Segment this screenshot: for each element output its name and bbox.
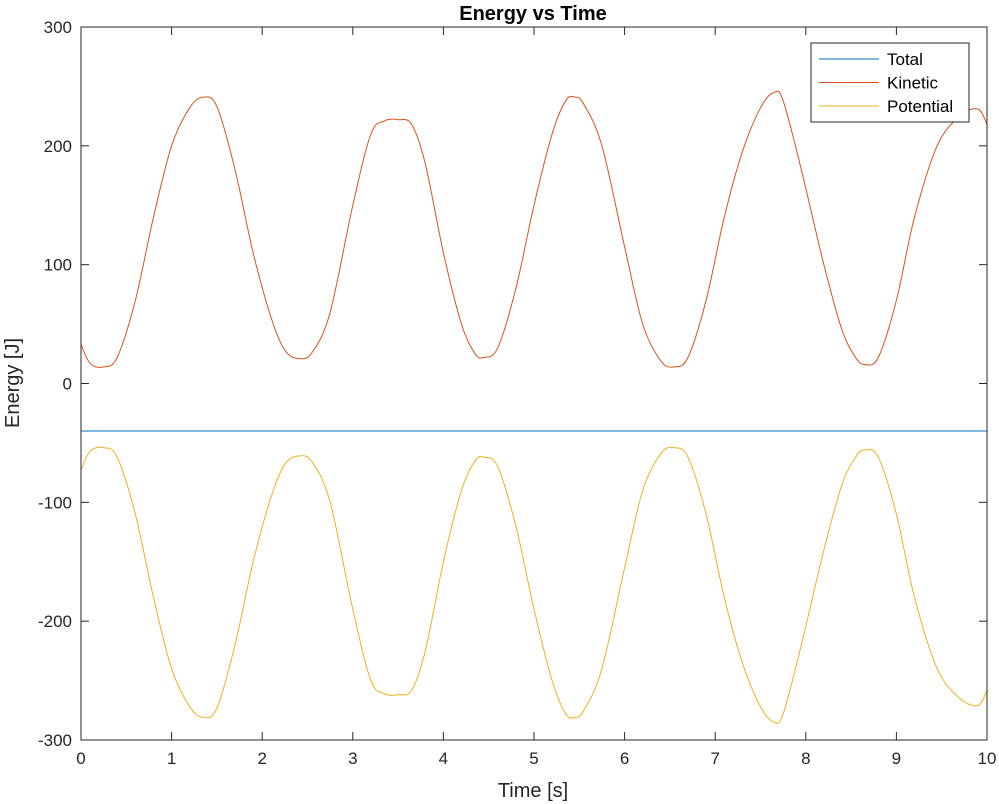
y-tick-label: 200 xyxy=(44,137,72,156)
x-tick-label: 3 xyxy=(348,749,357,768)
x-tick-label: 4 xyxy=(439,749,448,768)
x-tick-label: 1 xyxy=(167,749,176,768)
y-tick-label: 100 xyxy=(44,256,72,275)
x-tick-label: 10 xyxy=(978,749,997,768)
x-tick-label: 2 xyxy=(257,749,266,768)
x-axis-label: Time [s] xyxy=(498,780,568,802)
series-line-kinetic xyxy=(80,90,988,368)
x-tick-label: 6 xyxy=(620,749,629,768)
y-tick-label: 300 xyxy=(44,18,72,37)
chart-title: Energy vs Time xyxy=(459,3,606,25)
legend: Total Kinetic Potential xyxy=(810,42,970,123)
axis-ticks: 0 1 2 3 4 5 6 7 8 9 10 300 200 100 0 -100 -200 -300 xyxy=(38,18,996,768)
y-tick-label: -100 xyxy=(38,493,72,512)
legend-label-total: Total xyxy=(887,50,923,69)
legend-label-kinetic: Kinetic xyxy=(887,74,939,93)
x-tick-label: 9 xyxy=(892,749,901,768)
axes-box xyxy=(80,26,988,741)
plot-lines xyxy=(80,90,988,724)
x-tick-label: 7 xyxy=(710,749,719,768)
y-tick-label: 0 xyxy=(63,375,72,394)
y-tick-label: -200 xyxy=(38,612,72,631)
y-axis-label: Energy [J] xyxy=(2,338,24,428)
legend-label-potential: Potential xyxy=(887,97,953,116)
x-tick-label: 5 xyxy=(529,749,538,768)
series-line-potential xyxy=(80,446,988,724)
y-tick-label: -300 xyxy=(38,731,72,750)
x-tick-label: 0 xyxy=(76,749,85,768)
x-tick-label: 8 xyxy=(801,749,810,768)
